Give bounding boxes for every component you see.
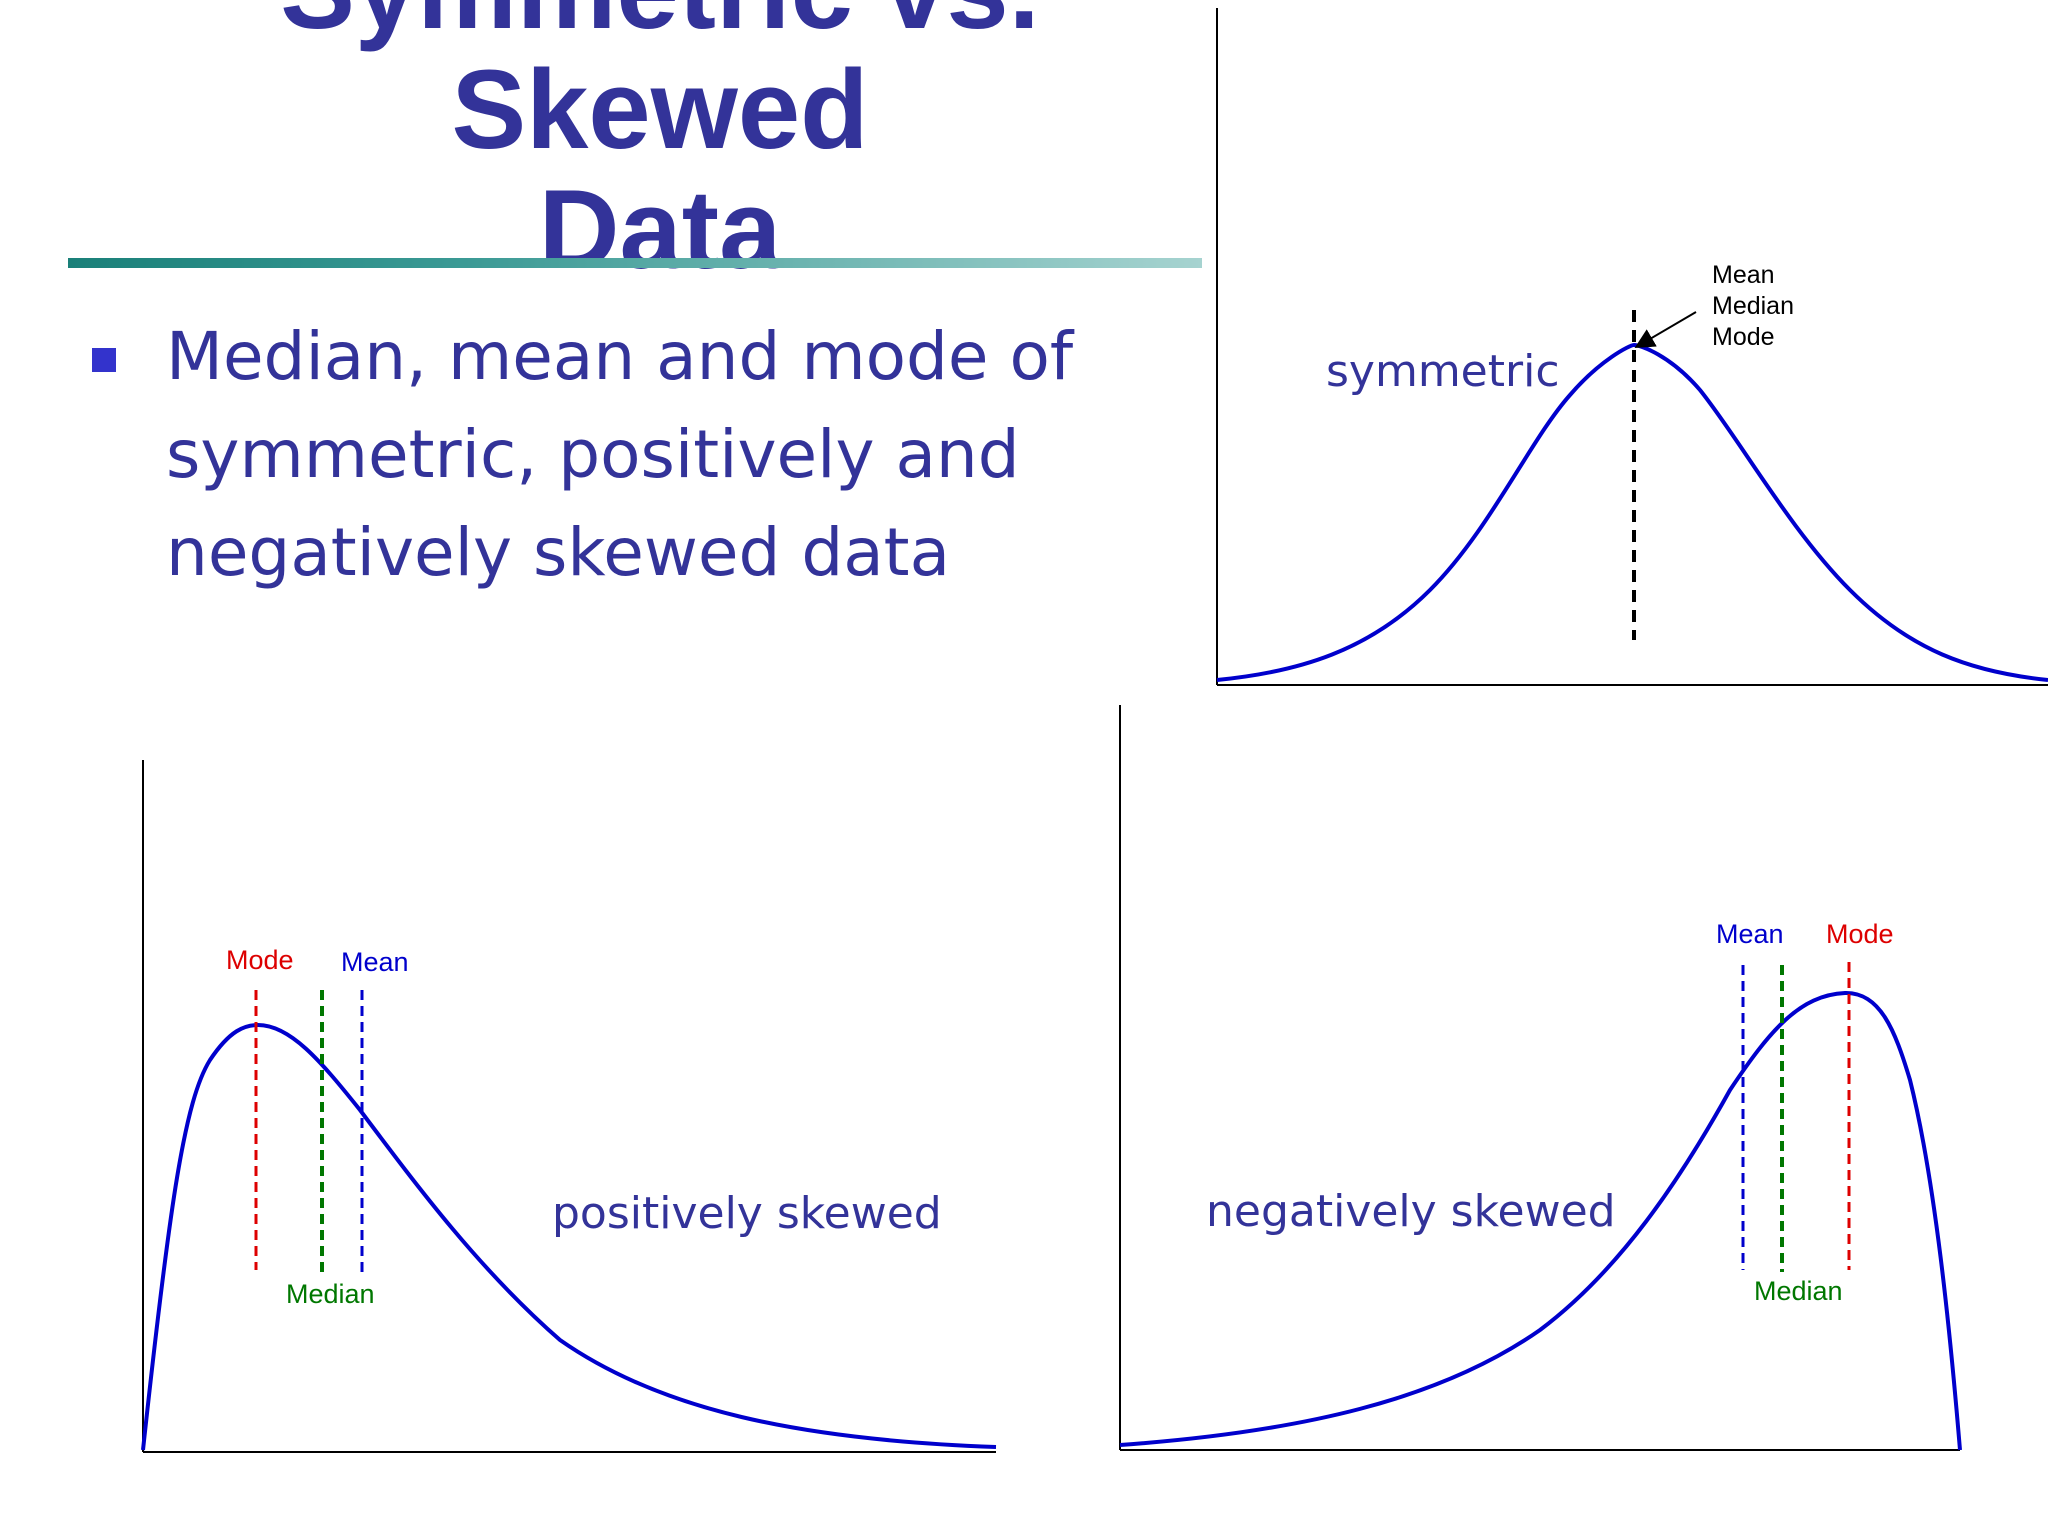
symmetric-diagram: Mean Median Mode symmetric bbox=[1216, 8, 2048, 686]
positive-label: positively skewed bbox=[552, 1188, 942, 1239]
bullet-square-icon bbox=[92, 348, 116, 372]
symmetric-mean-label: Mean bbox=[1712, 261, 1775, 289]
negative-median-label: Median bbox=[1754, 1276, 1843, 1306]
symmetric-curve bbox=[1216, 342, 2048, 682]
symmetric-label: symmetric bbox=[1326, 346, 1560, 397]
symmetric-median-label: Median bbox=[1712, 292, 1794, 320]
positive-median-label: Median bbox=[286, 1279, 375, 1309]
bullet-text: Median, mean and mode of symmetric, posi… bbox=[166, 318, 1074, 591]
positive-curve bbox=[141, 1022, 997, 1451]
negative-mode-label: Mode bbox=[1826, 919, 1894, 949]
page-title-line-1: Symmetric vs. Skewed bbox=[280, 0, 1040, 172]
negative-label: negatively skewed bbox=[1206, 1186, 1616, 1237]
positive-mode-label: Mode bbox=[226, 945, 294, 975]
title-divider bbox=[68, 258, 1202, 268]
negative-curve bbox=[1119, 990, 1962, 1451]
page-title-line-2: Data bbox=[538, 167, 782, 292]
positive-mean-label: Mean bbox=[341, 947, 409, 977]
negative-mean-label: Mean bbox=[1716, 919, 1784, 949]
symmetric-annotation-arrow bbox=[1634, 311, 1697, 349]
negatively-skewed-diagram: Mean Mode Median negatively skewed bbox=[1119, 705, 1962, 1451]
positively-skewed-diagram: Mode Mean Median positively skewed bbox=[141, 760, 997, 1453]
symmetric-mode-label: Mode bbox=[1712, 323, 1775, 351]
page-title: Symmetric vs. Skewed Data bbox=[60, 0, 1260, 290]
